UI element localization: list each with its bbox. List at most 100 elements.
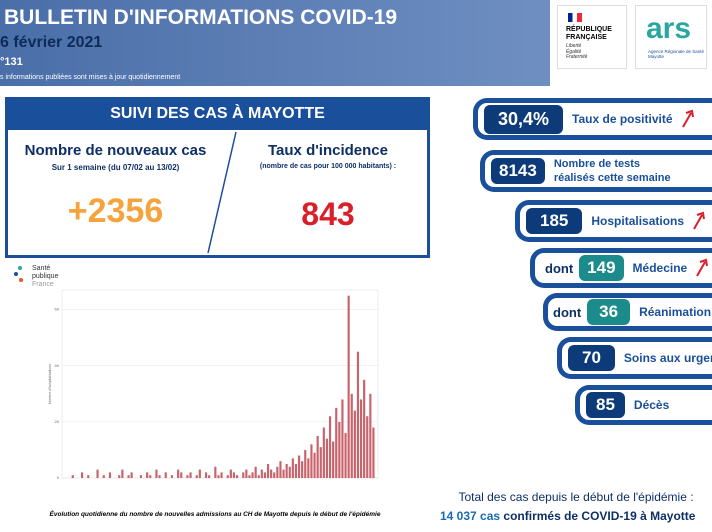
indicator-label: Décès bbox=[633, 398, 670, 412]
indicator-value: 185 bbox=[526, 208, 583, 234]
incidence-label: Taux d'incidence bbox=[268, 142, 388, 159]
y-tick-label: 60 bbox=[55, 307, 60, 312]
indicator-value: 70 bbox=[568, 345, 615, 371]
bar bbox=[366, 416, 369, 478]
bar bbox=[195, 475, 198, 478]
y-axis-label: Nombre d'hospitalisations bbox=[48, 364, 52, 404]
bar bbox=[319, 447, 322, 478]
bar bbox=[359, 399, 363, 478]
bar bbox=[189, 472, 192, 478]
bar bbox=[170, 475, 174, 478]
spf: France bbox=[32, 281, 54, 288]
indicator: 85 Décès bbox=[575, 385, 712, 425]
spf: publique bbox=[32, 273, 59, 280]
text: réalisés cette semaine bbox=[553, 172, 671, 184]
ars-sub: Agence Régionale de Santé Mayotte bbox=[648, 49, 704, 59]
indicator-label: Soins aux urgences bbox=[623, 351, 712, 365]
bar bbox=[279, 461, 282, 478]
logo-dot bbox=[19, 278, 23, 282]
bar bbox=[108, 472, 112, 478]
bar bbox=[369, 393, 372, 478]
bar bbox=[180, 472, 183, 478]
bar bbox=[164, 472, 167, 478]
text: FRANÇAISE bbox=[566, 34, 607, 41]
bar bbox=[118, 475, 121, 478]
total-rest: confirmés de COVID-19 à Mayotte bbox=[503, 509, 696, 523]
bar bbox=[276, 466, 279, 478]
bar bbox=[235, 475, 239, 478]
indicator-label: Nombre de tests réalisés cette semaine bbox=[554, 157, 671, 185]
bar bbox=[344, 433, 347, 478]
bar bbox=[353, 410, 356, 478]
indicator-label: Taux de positivité bbox=[572, 112, 673, 126]
note: s informations publiées sont mises à jou… bbox=[0, 74, 181, 81]
arrow bbox=[693, 211, 706, 230]
bar bbox=[257, 475, 260, 478]
logo-republique: RÉPUBLIQUE FRANÇAISE Liberté Égalité Frater… bbox=[557, 5, 627, 69]
bar bbox=[248, 475, 251, 478]
new-cases-period: Sur 1 semaine (du 07/02 au 13/02) bbox=[51, 163, 180, 172]
bar bbox=[229, 469, 232, 478]
bar bbox=[313, 452, 316, 478]
bar bbox=[251, 472, 254, 478]
bar bbox=[294, 463, 298, 478]
indicator: dont 149 Médecine bbox=[530, 248, 712, 288]
bar bbox=[177, 469, 180, 478]
total-line2: 14 037 cas confirmés de COVID-19 à Mayot… bbox=[440, 509, 712, 523]
bar bbox=[214, 466, 217, 478]
bar bbox=[232, 472, 236, 478]
bar bbox=[198, 469, 201, 478]
flag bbox=[568, 13, 582, 22]
bar bbox=[121, 469, 124, 478]
indicator: 30,4% Taux de positivité bbox=[473, 98, 712, 140]
indicator-value: 36 bbox=[587, 299, 631, 325]
text: Liberté bbox=[566, 43, 582, 49]
chart: Santé publique France Nombre d'hospitali… bbox=[14, 265, 379, 480]
bar bbox=[285, 463, 288, 478]
date: 6 février 2021 bbox=[0, 34, 103, 51]
motto: Liberté Égalité Fraternité bbox=[566, 43, 587, 61]
bar bbox=[338, 421, 341, 478]
total-count: 14 037 cas bbox=[440, 509, 501, 523]
bar bbox=[149, 475, 152, 478]
bar bbox=[158, 475, 161, 478]
new-cases-label: Nombre de nouveaux cas bbox=[24, 142, 207, 159]
text: Agence Régionale de Santé bbox=[648, 49, 705, 54]
summary-title: SUIVI DES CAS À MAYOTTE bbox=[5, 97, 430, 130]
bar bbox=[208, 475, 211, 478]
bar bbox=[288, 466, 291, 478]
bar bbox=[273, 472, 276, 478]
bar bbox=[328, 416, 332, 478]
indicator: 8143 Nombre de tests réalisés cette semai… bbox=[480, 150, 712, 192]
bar bbox=[335, 407, 338, 478]
bar bbox=[356, 351, 360, 478]
incidence-value: 843 bbox=[301, 196, 355, 232]
summary-box: Nombre de nouveaux cas Sur 1 semaine (du… bbox=[5, 130, 430, 258]
indicator-label: Médecine bbox=[632, 261, 688, 275]
divider bbox=[207, 131, 237, 254]
bar bbox=[130, 472, 133, 478]
logo-dot bbox=[14, 272, 18, 276]
bar bbox=[155, 469, 158, 478]
incidence-note: (nombre de cas pour 100 000 habitants) : bbox=[259, 163, 397, 170]
bar bbox=[316, 435, 319, 478]
logo-ars: ars Agence Régionale de Santé Mayotte bbox=[635, 5, 707, 69]
bar bbox=[270, 469, 273, 478]
bar bbox=[87, 475, 90, 478]
bar bbox=[127, 475, 130, 478]
bar bbox=[363, 379, 366, 478]
arrow bbox=[681, 109, 694, 128]
indicator-value: 85 bbox=[586, 392, 625, 418]
bar bbox=[204, 472, 208, 478]
republique: RÉPUBLIQUE FRANÇAISE bbox=[566, 26, 612, 42]
bar bbox=[266, 463, 270, 478]
indicator-value: 8143 bbox=[491, 158, 545, 184]
indicator: dont 36 Réanimation bbox=[543, 293, 712, 331]
header: BULLETIN D'INFORMATIONS COVID-19 6 févri… bbox=[0, 0, 550, 86]
logo-dot bbox=[18, 266, 22, 270]
indicator-label: Hospitalisations bbox=[591, 214, 685, 228]
total-line1: Total des cas depuis le début de l'épidé… bbox=[458, 490, 694, 504]
bar bbox=[322, 427, 325, 478]
spf: Santé bbox=[32, 265, 50, 272]
indicator: 185 Hospitalisations bbox=[515, 200, 712, 242]
